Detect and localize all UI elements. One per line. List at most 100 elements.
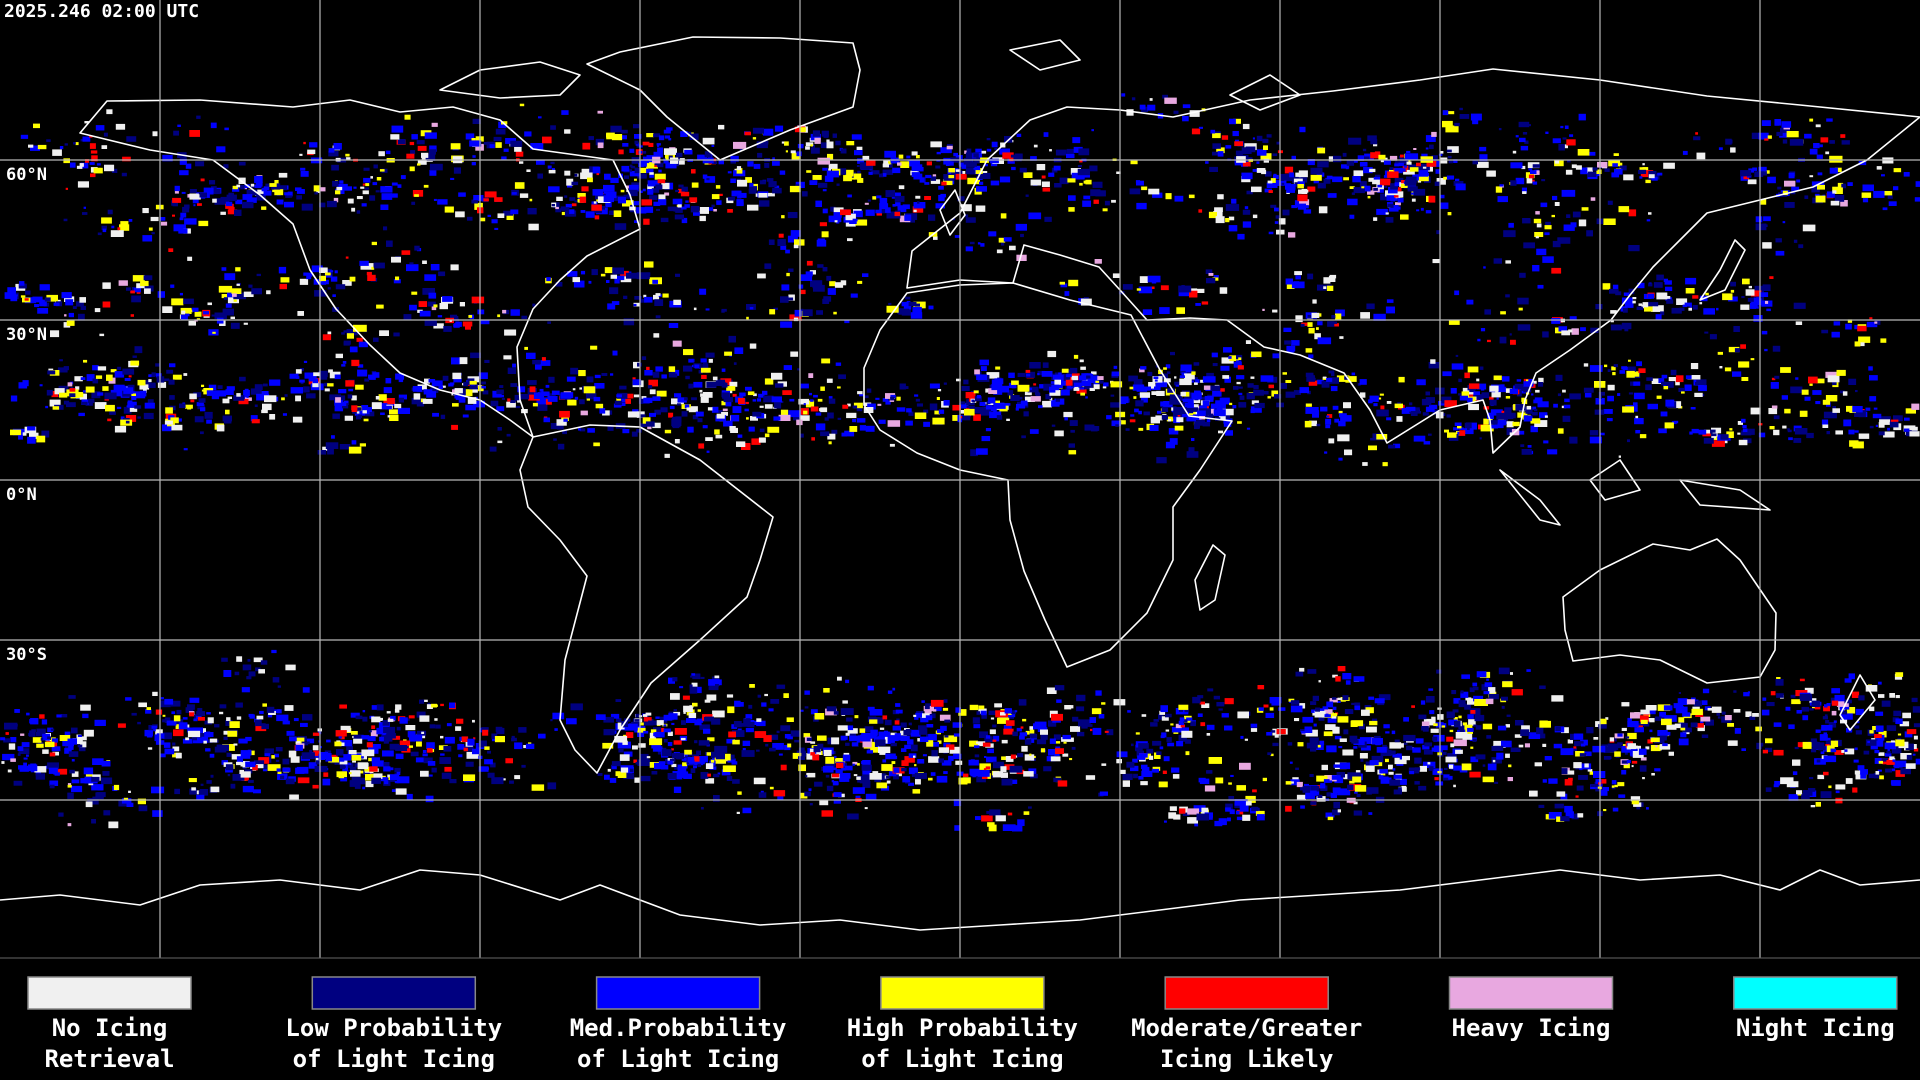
icing-pixel: [639, 167, 649, 173]
icing-pixel: [1304, 420, 1312, 428]
icing-pixel: [1009, 245, 1016, 251]
icing-pixel: [1773, 749, 1784, 756]
icing-pixel: [1213, 695, 1220, 700]
icing-pixel: [1869, 375, 1878, 381]
icing-pixel: [1532, 164, 1540, 168]
icing-pixel: [1158, 781, 1168, 788]
icing-pixel: [376, 177, 382, 181]
icing-pixel: [1544, 225, 1552, 230]
icing-pixel: [505, 758, 513, 764]
icing-pixel: [37, 144, 47, 150]
icing-pixel: [1553, 743, 1563, 749]
icing-pixel: [1405, 406, 1416, 412]
icing-pixel: [642, 150, 647, 154]
icing-pixel: [1003, 725, 1012, 731]
icing-pixel: [704, 716, 714, 722]
icing-pixel: [1224, 398, 1229, 402]
icing-pixel: [1287, 347, 1295, 353]
icing-pixel: [75, 386, 80, 390]
icing-pixel: [835, 140, 841, 146]
icing-pixel: [768, 708, 774, 712]
icing-pixel: [1028, 806, 1032, 809]
icing-pixel: [487, 214, 491, 217]
icing-pixel: [376, 304, 384, 309]
icing-pixel: [1224, 413, 1231, 420]
icing-pixel: [1412, 174, 1422, 181]
icing-pixel: [697, 154, 705, 160]
icing-pixel: [1317, 321, 1323, 326]
icing-pixel: [914, 764, 917, 767]
icing-pixel: [1663, 162, 1675, 169]
icing-pixel: [611, 761, 621, 767]
icing-pixel: [212, 198, 217, 203]
icing-pixel: [1819, 144, 1823, 148]
icing-pixel: [645, 421, 655, 427]
icing-pixel: [1602, 787, 1609, 792]
icing-pixel: [256, 273, 261, 277]
icing-pixel: [4, 722, 18, 730]
icing-pixel: [449, 702, 456, 709]
icing-pixel: [683, 756, 691, 762]
icing-pixel: [363, 177, 371, 183]
icing-pixel: [1875, 725, 1884, 732]
icing-pixel: [1490, 424, 1498, 429]
icing-pixel: [783, 693, 789, 698]
icing-pixel: [1645, 746, 1650, 750]
icing-pixel: [1225, 204, 1240, 211]
icing-pixel: [1690, 722, 1698, 728]
icing-pixel: [963, 379, 969, 385]
icing-pixel: [364, 187, 370, 190]
icing-pixel: [455, 394, 466, 400]
icing-pixel: [1127, 710, 1131, 713]
icing-pixel: [83, 206, 86, 209]
icing-pixel: [277, 709, 282, 714]
icing-pixel: [511, 735, 515, 739]
icing-pixel: [800, 709, 804, 712]
icing-pixel: [1307, 669, 1317, 674]
icing-pixel: [1494, 781, 1499, 784]
icing-pixel: [1448, 764, 1454, 769]
icing-pixel: [46, 389, 53, 396]
icing-pixel: [1171, 767, 1180, 773]
icing-pixel: [706, 752, 712, 756]
icing-pixel: [1636, 306, 1644, 310]
icing-pixel: [346, 333, 354, 339]
icing-pixel: [1251, 400, 1259, 405]
icing-pixel: [1330, 386, 1338, 392]
icing-pixel: [1808, 788, 1816, 792]
icing-pixel: [1029, 753, 1032, 756]
icing-pixel: [596, 173, 600, 176]
icing-pixel: [261, 206, 267, 210]
icing-pixel: [34, 304, 40, 308]
icing-pixel: [1428, 433, 1432, 436]
icing-pixel: [503, 148, 509, 152]
icing-pixel: [68, 312, 74, 318]
icing-pixel: [59, 146, 64, 150]
icing-pixel: [711, 144, 715, 147]
icing-pixel: [948, 175, 955, 179]
icing-pixel: [1425, 696, 1435, 703]
icing-pixel: [1231, 198, 1237, 204]
icing-pixel: [1577, 813, 1584, 818]
icing-pixel: [1647, 293, 1655, 299]
icing-pixel: [814, 713, 825, 720]
icing-pixel: [429, 145, 437, 152]
icing-pixel: [1198, 209, 1203, 213]
icing-pixel: [1194, 423, 1200, 430]
icing-pixel: [1501, 696, 1508, 701]
icing-pixel: [1202, 422, 1210, 427]
icing-pixel: [1030, 156, 1037, 161]
icing-pixel: [1397, 787, 1402, 790]
icing-pixel: [1532, 380, 1537, 384]
icing-pixel: [323, 772, 329, 777]
icing-pixel: [90, 150, 98, 154]
icing-pixel: [412, 190, 424, 197]
icing-pixel: [792, 752, 802, 759]
icing-pixel: [439, 303, 448, 310]
icing-pixel: [1242, 123, 1250, 130]
icing-pixel: [1526, 178, 1533, 184]
icing-pixel: [621, 135, 627, 140]
icing-pixel: [932, 417, 945, 425]
icing-pixel: [146, 732, 153, 738]
icing-pixel: [839, 168, 847, 175]
